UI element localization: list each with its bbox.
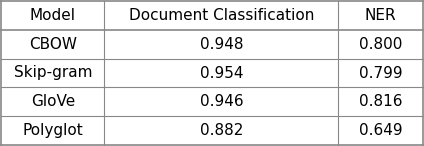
- Text: 0.649: 0.649: [359, 123, 402, 138]
- Text: NER: NER: [365, 8, 396, 23]
- Text: Document Classification: Document Classification: [128, 8, 314, 23]
- Text: 0.800: 0.800: [359, 37, 402, 52]
- Text: Skip-gram: Skip-gram: [14, 66, 92, 80]
- Text: 0.799: 0.799: [359, 66, 402, 80]
- Text: Polyglot: Polyglot: [22, 123, 83, 138]
- Text: Model: Model: [30, 8, 76, 23]
- Text: 0.946: 0.946: [200, 94, 243, 109]
- Text: GloVe: GloVe: [31, 94, 75, 109]
- Text: 0.954: 0.954: [200, 66, 243, 80]
- Text: 0.948: 0.948: [200, 37, 243, 52]
- Text: 0.882: 0.882: [200, 123, 243, 138]
- Text: CBOW: CBOW: [29, 37, 77, 52]
- Text: 0.816: 0.816: [359, 94, 402, 109]
